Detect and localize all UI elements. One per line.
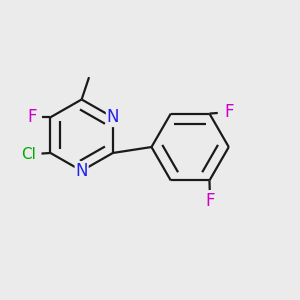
Text: F: F — [224, 103, 233, 121]
Text: N: N — [75, 162, 88, 180]
Text: F: F — [205, 192, 215, 210]
Text: Cl: Cl — [21, 147, 36, 162]
Text: N: N — [106, 108, 119, 126]
Text: F: F — [27, 108, 37, 126]
